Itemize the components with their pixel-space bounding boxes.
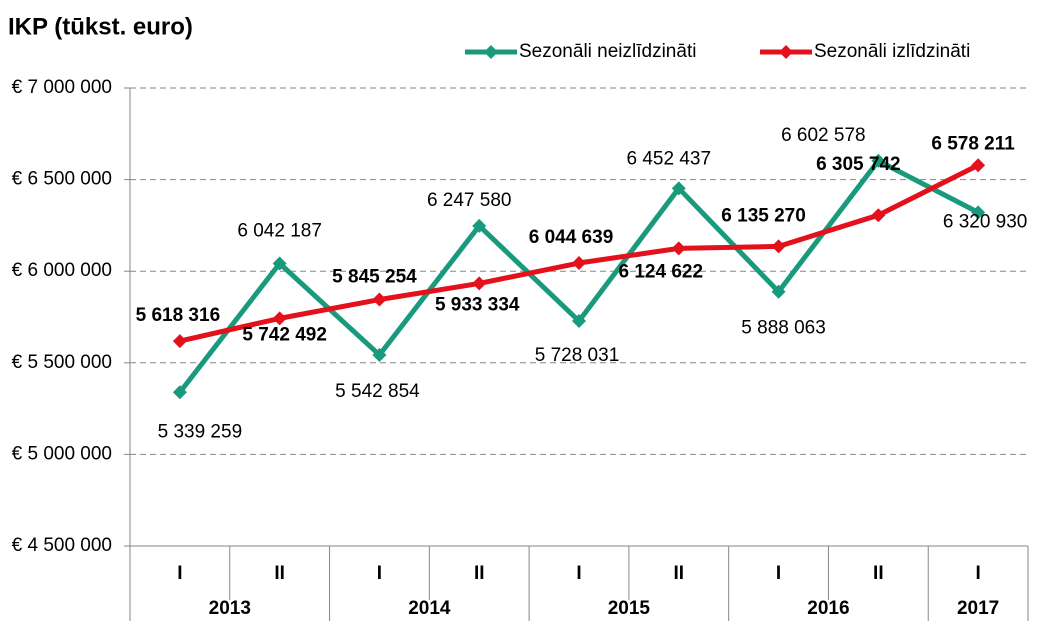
- x-tick-label: I: [377, 563, 382, 584]
- marker: [671, 241, 686, 256]
- marker: [771, 239, 786, 254]
- x-tick-label: I: [776, 563, 781, 584]
- legend-label: Sezonāli neizlīdzināti: [519, 41, 696, 62]
- chart-title: IKP (tūkst. euro): [8, 13, 193, 40]
- x-group-label: 2015: [608, 598, 651, 619]
- legend-marker: [484, 45, 498, 59]
- data-label: 6 135 270: [721, 205, 806, 226]
- x-tick-label: II: [873, 563, 884, 584]
- data-label: 5 728 031: [535, 345, 620, 366]
- marker: [172, 385, 187, 400]
- y-tick-label: € 6 500 000: [12, 169, 112, 190]
- x-group-label: 2016: [807, 598, 849, 619]
- x-tick-label: II: [474, 563, 485, 584]
- data-label: 5 888 063: [741, 318, 826, 339]
- data-label: 6 320 930: [943, 211, 1028, 232]
- x-tick-label: I: [975, 563, 980, 584]
- data-label: 5 339 259: [158, 421, 243, 442]
- marker: [971, 158, 986, 173]
- marker: [372, 292, 387, 307]
- y-tick-label: € 6 000 000: [12, 260, 112, 281]
- data-label: 5 618 316: [136, 305, 221, 326]
- data-label: 6 042 187: [237, 220, 322, 241]
- x-group-label: 2017: [957, 598, 999, 619]
- y-tick-label: € 7 000 000: [12, 77, 112, 98]
- data-label: 5 845 254: [332, 267, 417, 288]
- marker: [472, 276, 487, 291]
- marker: [472, 218, 487, 233]
- marker: [671, 181, 686, 196]
- marker: [871, 153, 886, 168]
- marker: [771, 284, 786, 299]
- marker: [572, 314, 586, 329]
- data-label: 6 305 742: [816, 154, 901, 175]
- data-label: 6 044 639: [529, 227, 614, 248]
- x-tick-label: I: [177, 563, 182, 584]
- data-label: 5 542 854: [335, 381, 420, 402]
- marker: [272, 311, 287, 326]
- legend-marker: [779, 45, 793, 59]
- x-group-label: 2013: [209, 598, 251, 619]
- marker: [971, 205, 986, 220]
- marker: [572, 256, 586, 271]
- data-label: 6 602 578: [781, 125, 866, 146]
- data-label: 6 124 622: [619, 261, 704, 282]
- marker: [272, 256, 287, 271]
- marker: [871, 208, 886, 223]
- marker: [372, 347, 387, 362]
- marker: [172, 334, 187, 349]
- x-tick-label: II: [673, 563, 684, 584]
- y-tick-label: € 5 500 000: [12, 352, 112, 373]
- y-tick-label: € 4 500 000: [12, 535, 112, 556]
- x-tick-label: I: [576, 563, 581, 584]
- data-label: 5 933 334: [435, 294, 520, 315]
- x-group-label: 2014: [408, 598, 451, 619]
- data-label: 6 578 211: [931, 133, 1015, 154]
- legend-label: Sezonāli izlīdzināti: [814, 41, 970, 62]
- data-label: 6 247 580: [427, 190, 512, 211]
- data-label: 6 452 437: [627, 148, 712, 169]
- data-label: 5 742 492: [242, 324, 327, 345]
- x-tick-label: II: [274, 563, 285, 584]
- y-tick-label: € 5 000 000: [12, 443, 112, 464]
